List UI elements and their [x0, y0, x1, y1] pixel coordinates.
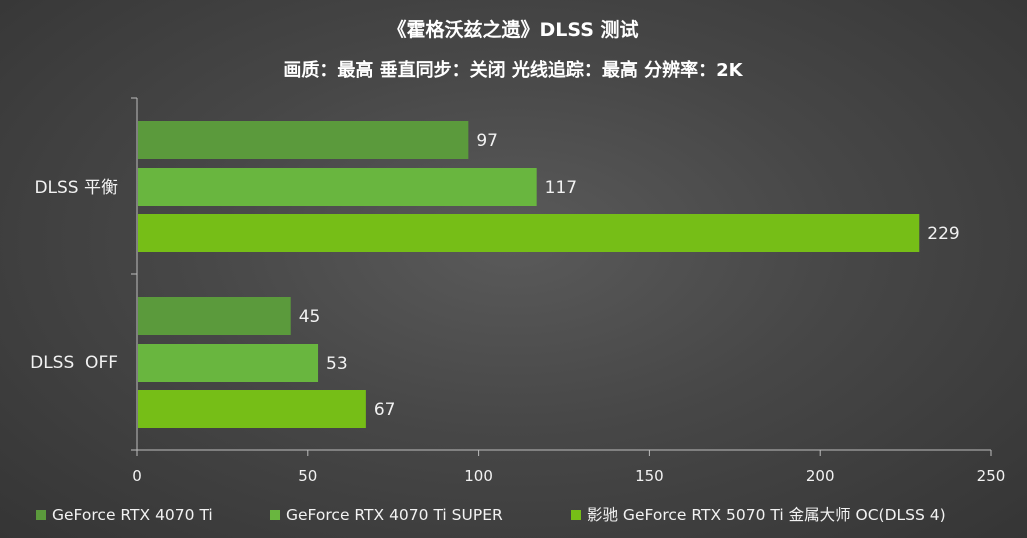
legend: GeForce RTX 4070 Ti GeForce RTX 4070 Ti S…	[36, 506, 946, 524]
bar	[138, 297, 291, 335]
legend-label: GeForce RTX 4070 Ti SUPER	[286, 506, 503, 524]
bar-value-label: 67	[374, 400, 396, 420]
legend-swatch	[270, 510, 280, 520]
x-tick-label: 0	[132, 467, 142, 485]
bar	[138, 168, 537, 206]
bar	[138, 390, 366, 428]
category-label: DLSS OFF	[30, 353, 118, 373]
bar-value-label: 117	[545, 178, 577, 198]
legend-swatch	[571, 510, 581, 520]
bar-value-label: 97	[476, 131, 498, 151]
x-tick-label: 150	[635, 467, 664, 485]
legend-swatch	[36, 510, 46, 520]
x-tick-label: 250	[977, 467, 1006, 485]
bar-value-label: 53	[326, 354, 348, 374]
legend-label: 影驰 GeForce RTX 5070 Ti 金属大师 OC(DLSS 4)	[587, 506, 946, 524]
chart-title: 《霍格沃兹之遗》DLSS 测试	[387, 18, 638, 41]
legend-label: GeForce RTX 4070 Ti	[52, 506, 213, 524]
bar	[138, 214, 920, 252]
x-tick-label: 100	[464, 467, 493, 485]
bar-value-label: 229	[927, 224, 959, 244]
plot-area: 0 50 100 150 200 250 DLSS 平衡 97 117 229 DLSS OFF 45…	[30, 97, 1006, 485]
bar	[138, 344, 319, 382]
x-tick-label: 200	[806, 467, 835, 485]
bar	[138, 121, 469, 159]
bar-value-label: 45	[299, 307, 321, 327]
chart-subtitle: 画质：最高 垂直同步：关闭 光线追踪：最高 分辨率：2K	[283, 59, 743, 81]
x-tick-label: 50	[298, 467, 317, 485]
category-label: DLSS 平衡	[34, 178, 118, 198]
